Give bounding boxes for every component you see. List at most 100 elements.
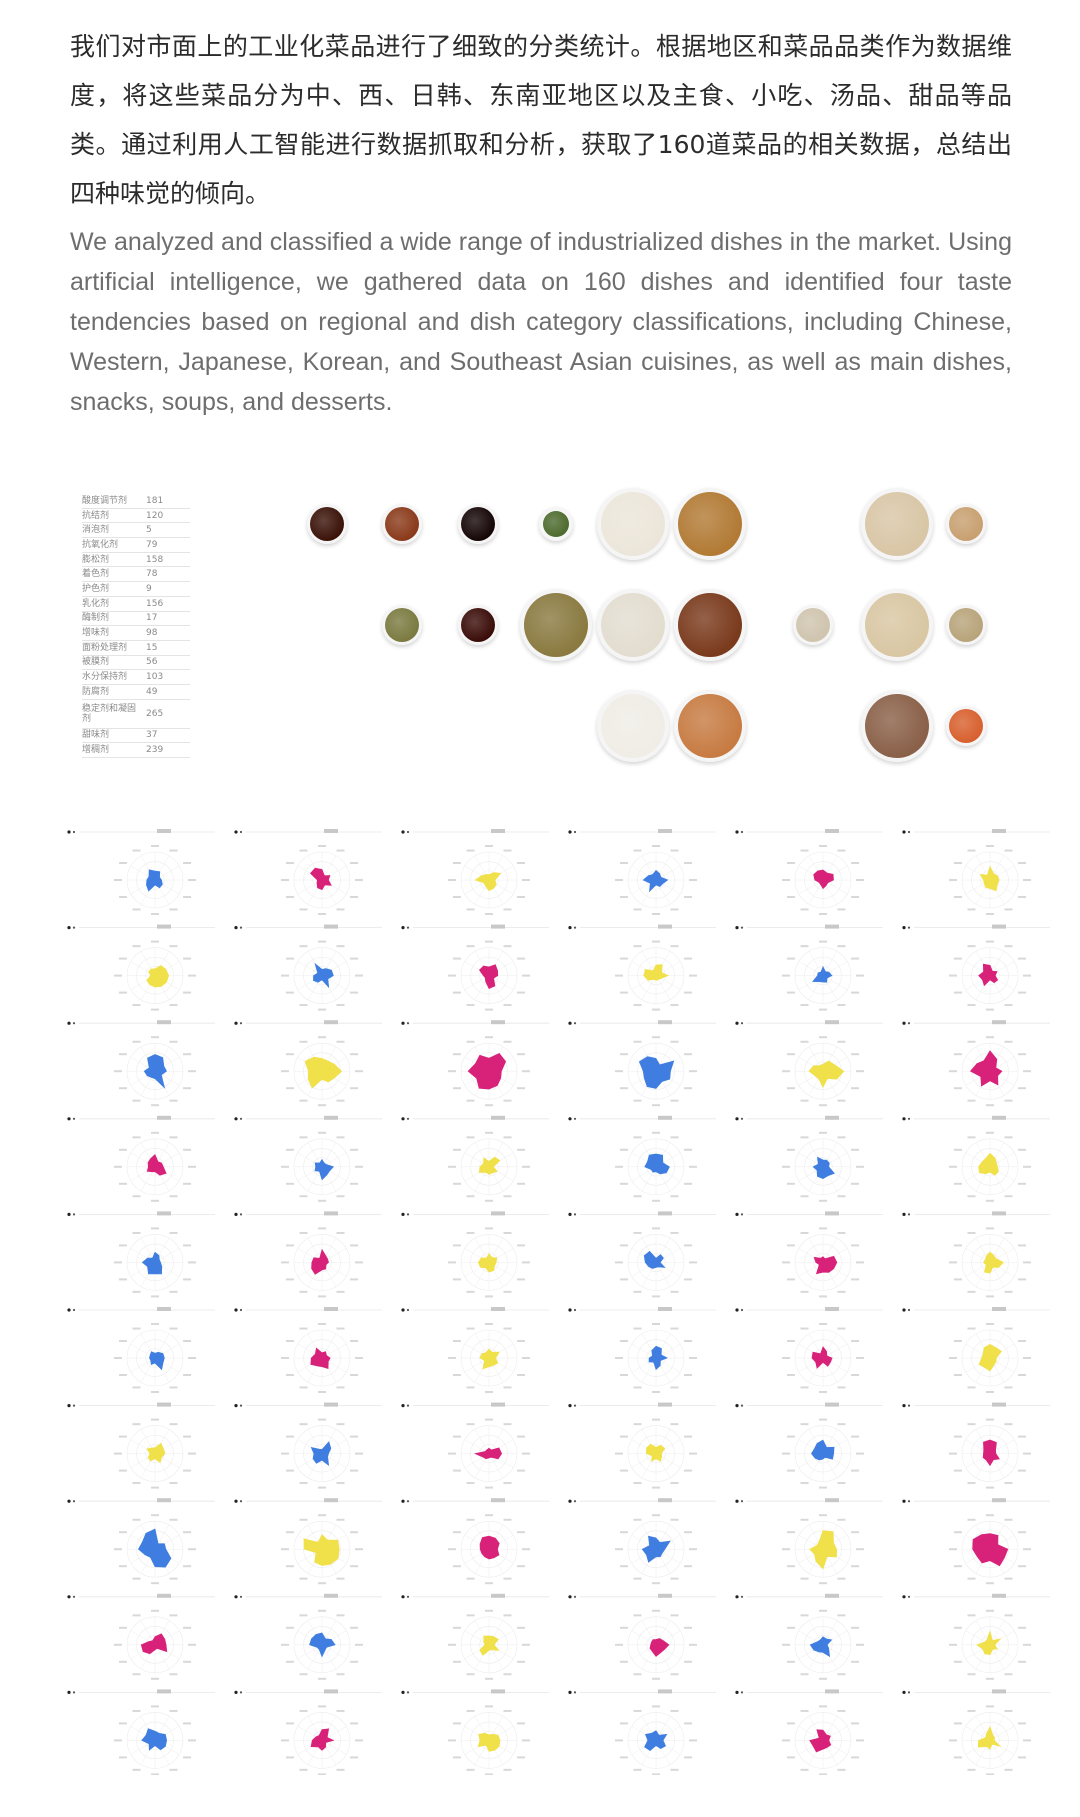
additive-row: 抗氧化剂 79 [82,538,190,553]
radar-shape [644,1153,670,1175]
radar-header-dot [406,926,410,929]
radar-axis-label [169,1423,178,1426]
radar-axis-label [299,1099,308,1102]
additive-row: 酸度调节剂 181 [82,494,190,509]
radar-axis-label [684,1053,693,1056]
radar-axis-label [800,1327,809,1330]
radar-axis-label [953,1244,962,1247]
radar-chart [568,1689,716,1775]
radar-header-dot [72,1404,76,1407]
radar-axis-label [837,1290,846,1293]
radar-axis-label [299,1231,308,1234]
radar-axis-label [466,1614,475,1617]
radar-header-dot [401,830,405,834]
radar-axis-label [336,1768,345,1771]
radar-chart [902,1211,1050,1298]
radar-axis-label [188,1070,196,1073]
radar-axis-label [619,1435,628,1438]
radar-axis-label [285,1722,294,1725]
radar-axis-label [819,1705,827,1708]
radar-title-mark [825,1115,839,1120]
food-plate-photo [674,488,746,560]
radar-axis-label [466,1290,475,1293]
radar-title-mark [992,924,1006,929]
radar-axis-label [299,849,308,852]
radar-axis-label [819,913,827,915]
radar-header-dot [406,1308,410,1312]
radar-chart [735,1020,883,1107]
radar-axis-label [151,1609,159,1612]
radar-axis-label [355,1261,363,1264]
radar-axis-label [652,940,660,943]
radar-axis-label [851,1435,860,1438]
additive-count: 78 [146,569,158,580]
radar-axis-label [819,1773,827,1775]
food-item [865,492,929,556]
radar-header-dot [234,1117,238,1121]
radar-axis-label [485,1391,493,1393]
additive-name: 着色剂 [82,569,110,580]
radar-header-dot [735,1595,739,1599]
radar-header-dot [67,1595,71,1599]
radar-axis-label [1018,1182,1027,1185]
radar-axis-label [953,1435,962,1438]
radar-axis-label [132,1040,141,1043]
radar-title-mark [825,1307,839,1311]
radar-axis-label [819,1104,827,1107]
additive-count: 17 [146,613,158,624]
radar-axis-label [151,1036,159,1039]
radar-chart [568,1020,716,1107]
radar-chart [735,924,883,1011]
radar-shape [972,1533,1009,1567]
radar-axis-label [132,1482,141,1485]
radar-axis-label [285,1053,294,1056]
radar-axis-label [837,1577,846,1580]
radar-axis-label [485,1773,493,1775]
radar-axis-label [819,1131,827,1134]
radar-axis-label [299,1423,308,1426]
radar-header-dot [573,1213,577,1216]
radar-axis-label [318,1295,326,1298]
radar-header-dot [568,1404,572,1408]
radar-axis-label [188,974,196,977]
radar-axis-label [949,1739,957,1742]
radar-axis-label [684,957,693,960]
radar-axis-label [967,908,976,911]
radar-title-mark [491,1402,505,1407]
radar-axis-label [118,1148,127,1151]
radar-axis-label [949,1070,957,1073]
radar-axis-label [786,1565,795,1568]
radar-shape [813,1255,838,1275]
radar-axis-label [466,1136,475,1139]
radar-axis-label [684,1278,693,1281]
radar-header-dot [67,1117,71,1121]
radar-header-dot [67,1212,71,1216]
radar-axis-label [819,845,827,847]
radar-axis-label [800,908,809,911]
radar-axis-label [800,1482,809,1485]
radar-axis-label [350,1531,359,1534]
radar-axis-label [953,1722,962,1725]
radar-header-dot [239,1117,243,1120]
radar-axis-label [336,1327,345,1330]
radar-axis-label [986,1227,994,1230]
food-plate-photo [539,507,573,541]
radar-axis-label [619,1053,628,1056]
radar-chart [234,829,382,915]
radar-axis-label [485,1418,493,1421]
radar-axis-label [169,1768,178,1771]
radar-shape [310,1441,332,1466]
radar-axis-label [517,1660,526,1663]
radar-shape [808,1060,845,1089]
radar-header-dot [67,1404,71,1408]
radar-axis-label [188,1357,196,1359]
radar-axis-label [151,1295,159,1298]
radar-axis-label [336,1709,345,1712]
radar-shape [648,1345,669,1371]
radar-title-mark [157,1020,171,1025]
radar-axis-label [350,1626,359,1629]
radar-axis-label [452,991,461,994]
radar-title-mark [658,1020,672,1025]
radar-axis-label [786,1531,795,1534]
radar-axis-label [183,1660,192,1663]
